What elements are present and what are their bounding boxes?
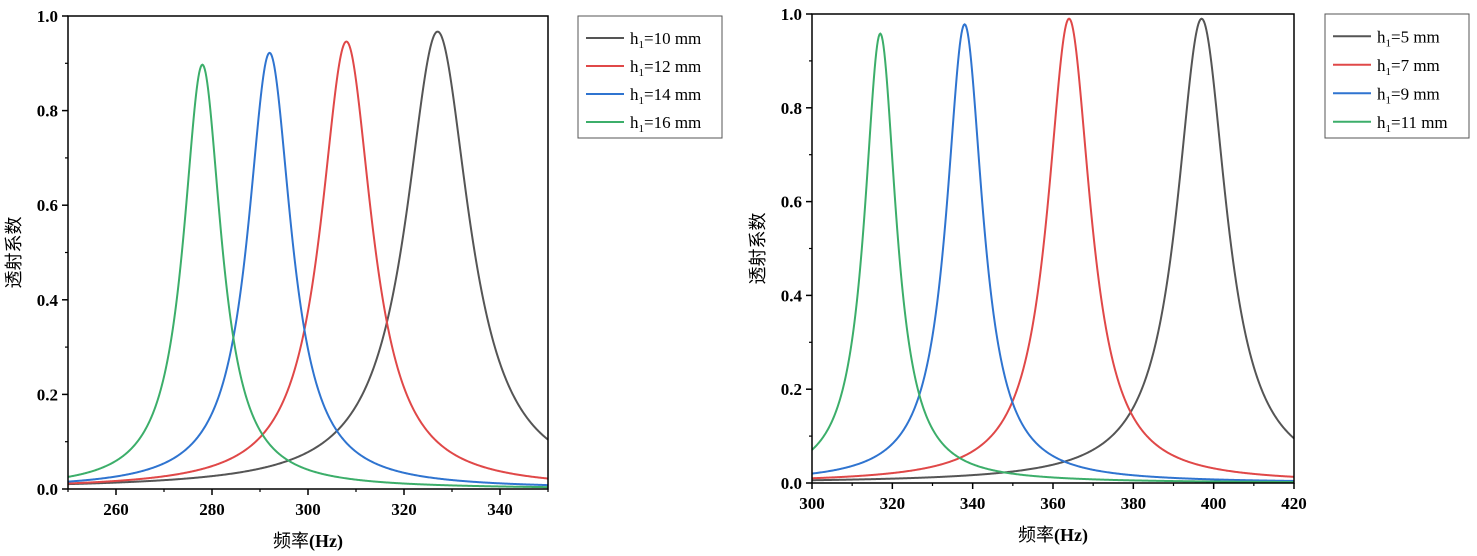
y-tick-label: 1.0	[37, 7, 58, 26]
series-line-4	[67, 63, 549, 489]
y-tick-label: 0.4	[37, 291, 59, 310]
x-tick-label: 360	[1040, 494, 1066, 513]
plot-frame	[67, 15, 549, 490]
x-tick-label: 300	[295, 500, 321, 519]
y-tick-label: 0.8	[781, 99, 802, 118]
legend: h1=10 mm h1=12 mm h1=14 mm h1=16 mm	[577, 15, 723, 139]
plot-frame	[811, 13, 1295, 484]
legend-label-3: h1=14 mm	[630, 85, 701, 107]
legend: h1=5 mm h1=7 mm h1=9 mm h1=11 mm	[1324, 13, 1470, 139]
x-tick-label: 400	[1201, 494, 1227, 513]
y-tick-label: 0.0	[37, 480, 58, 499]
series-line-2	[67, 40, 549, 485]
series-line-4	[811, 32, 1295, 484]
legend-label-1: h1=10 mm	[630, 29, 701, 51]
x-tick-label: 320	[391, 500, 417, 519]
y-tick-label: 0.2	[781, 380, 802, 399]
x-axis-title: 频率(Hz)	[273, 531, 343, 552]
y-tick-label: 0.6	[37, 196, 58, 215]
y-tick-label: 0.6	[781, 193, 802, 212]
legend-label-2: h1=12 mm	[630, 57, 701, 79]
chart-1: 260 280 300 320 340 0.0 0.2 0.4 0.6 0.8 1.0 频率(Hz) 透…	[4, 7, 723, 552]
x-tick-label: 260	[103, 500, 129, 519]
x-tick-label: 380	[1121, 494, 1147, 513]
series-line-3	[811, 23, 1295, 482]
y-axis-title: 透射系数	[4, 217, 24, 289]
y-tick-label: 0.2	[37, 385, 58, 404]
y-tick-label: 0.0	[781, 474, 802, 493]
x-tick-label: 320	[880, 494, 906, 513]
series-line-2	[811, 17, 1295, 480]
legend-label-3: h1=9 mm	[1377, 84, 1440, 106]
legend-box	[577, 15, 723, 139]
legend-label-2: h1=7 mm	[1377, 56, 1440, 78]
y-tick-label: 0.8	[37, 102, 58, 121]
legend-label-4: h1=16 mm	[630, 113, 701, 135]
legend-label-1: h1=5 mm	[1377, 27, 1440, 49]
legend-box	[1324, 13, 1470, 139]
x-axis-title: 频率(Hz)	[1018, 525, 1088, 546]
y-axis-title: 透射系数	[748, 213, 768, 285]
y-tick-label: 0.4	[781, 286, 803, 305]
x-tick-label: 420	[1281, 494, 1307, 513]
x-tick-label: 300	[799, 494, 825, 513]
x-tick-label: 340	[487, 500, 513, 519]
series-line-1	[67, 30, 549, 486]
y-tick-label: 1.0	[781, 5, 802, 24]
x-tick-label: 280	[199, 500, 225, 519]
chart-2: 300 320 340 360 380 400 420 0.0 0.2 0.4 0.6 0.8 1.0 频…	[748, 5, 1470, 546]
series-line-1	[811, 17, 1295, 482]
x-tick-label: 340	[960, 494, 986, 513]
legend-label-4: h1=11 mm	[1377, 113, 1448, 135]
series-line-3	[67, 51, 549, 487]
